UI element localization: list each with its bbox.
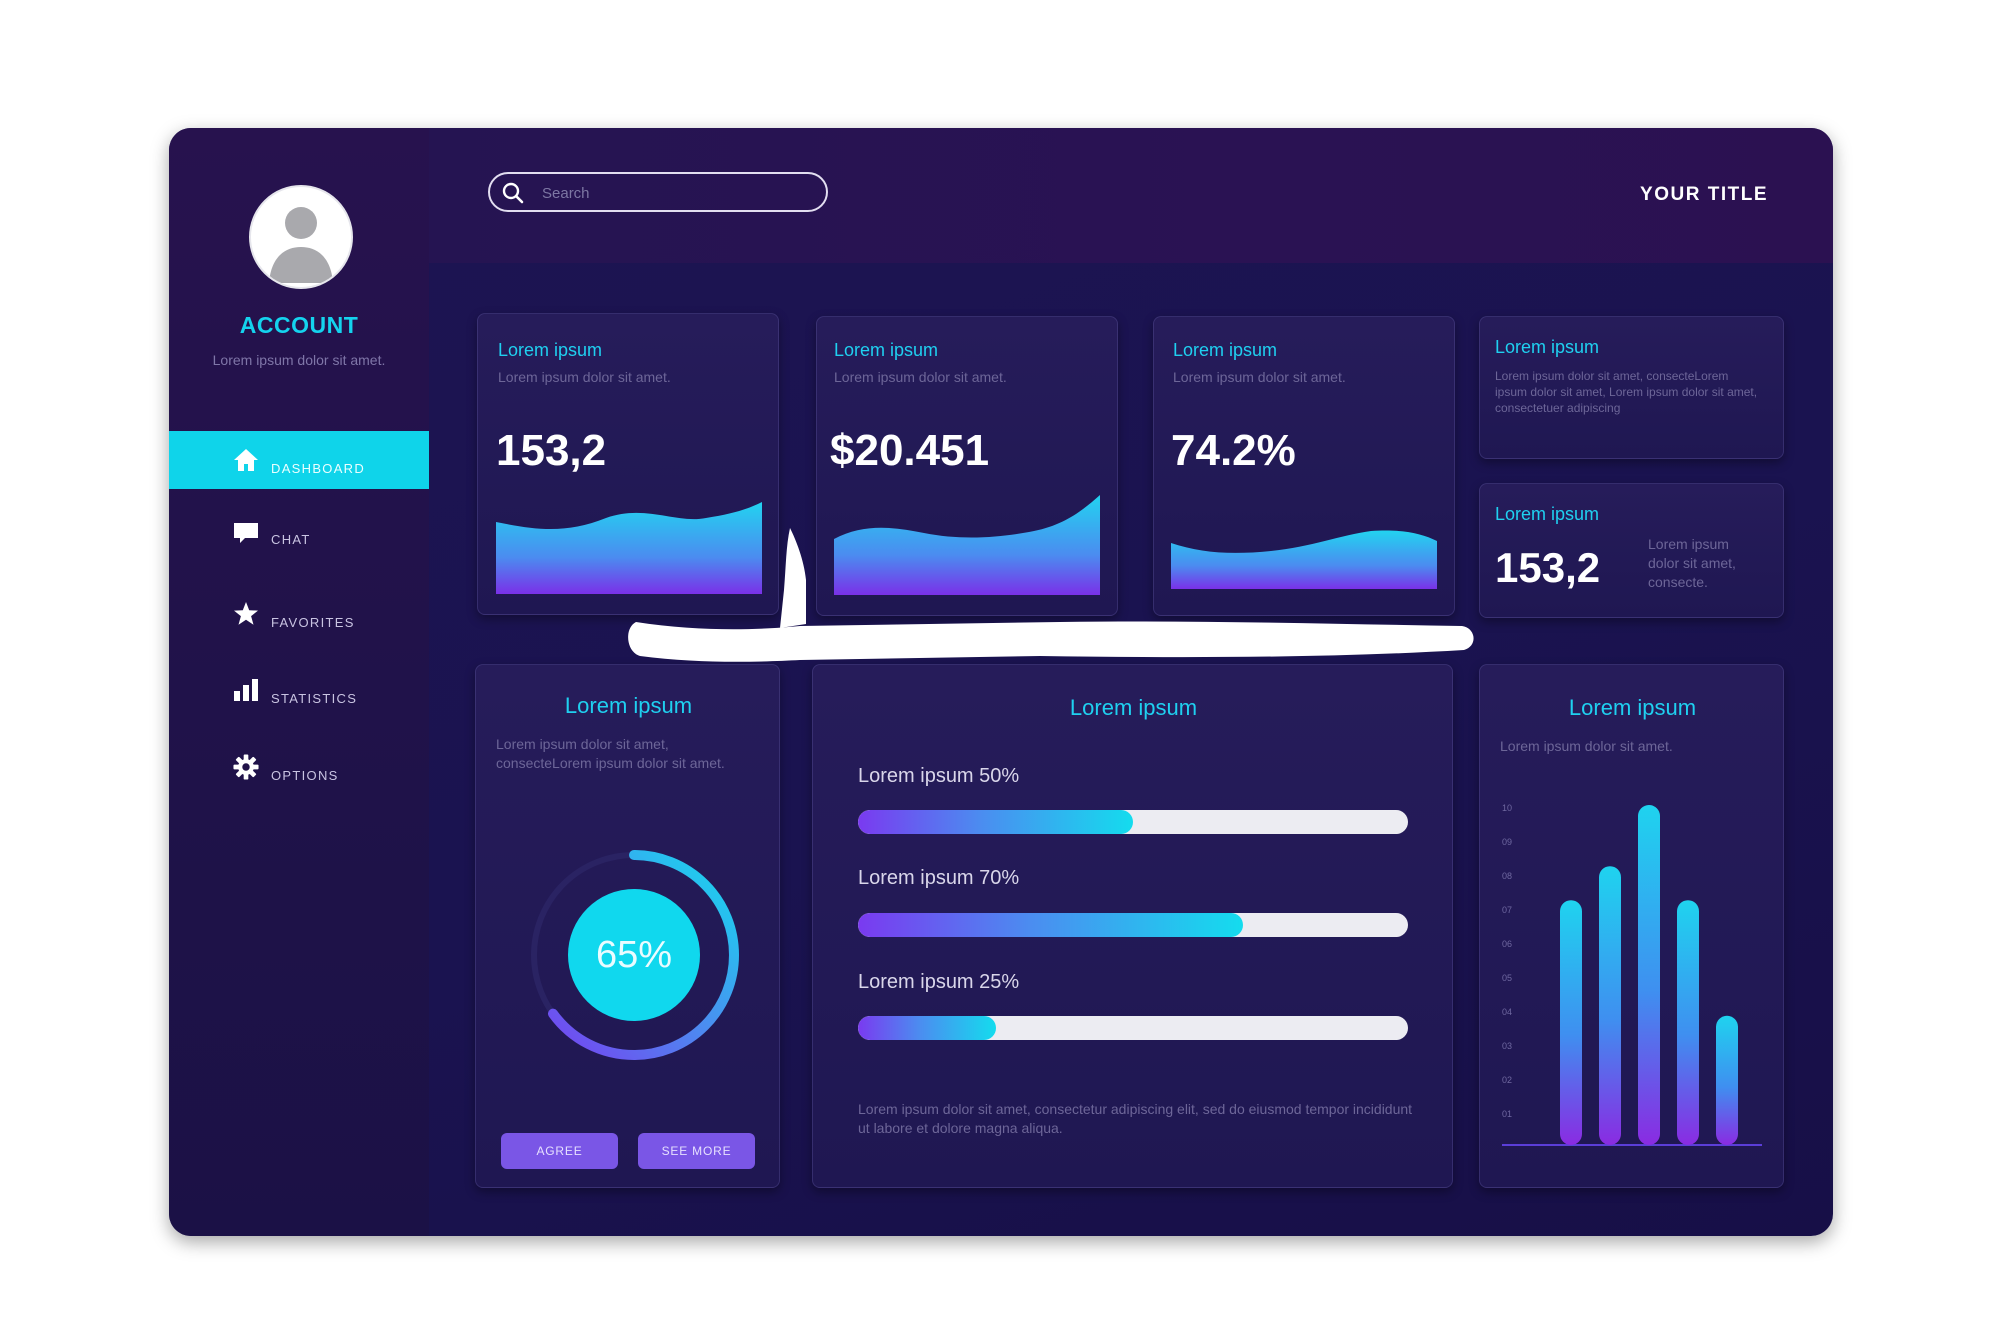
progress-label: Lorem ipsum 70%	[858, 867, 1020, 889]
see-more-button[interactable]: SEE MORE	[638, 1133, 755, 1169]
card-subtitle: Lorem ipsum dolor sit amet.	[498, 369, 671, 385]
stat-value: 74.2%	[1171, 426, 1296, 475]
progress-card: Lorem ipsum Lorem ipsum 50% Lorem ipsum …	[812, 664, 1453, 1188]
bar-chart: 01 02 03 04 05 06 07 08 09 10	[1502, 803, 1762, 1146]
bar	[1677, 900, 1699, 1145]
sidebar-item-favorites[interactable]: FAVORITES	[169, 585, 429, 643]
bar	[1599, 866, 1621, 1145]
y-tick-label: 03	[1502, 1041, 1512, 1051]
search-icon	[502, 182, 524, 204]
card-title: Lorem ipsum	[1495, 337, 1600, 357]
area-series	[1171, 530, 1437, 589]
agree-button[interactable]: AGREE	[501, 1133, 618, 1169]
stat-card: Lorem ipsum Lorem ipsum dolor sit amet. …	[816, 316, 1118, 616]
star-icon	[233, 601, 259, 627]
y-tick-label: 06	[1502, 939, 1512, 949]
card-subtitle: Lorem ipsum dolor sit amet.	[834, 369, 1007, 385]
sidebar-item-statistics[interactable]: STATISTICS	[169, 661, 429, 719]
sidebar: ACCOUNT Lorem ipsum dolor sit amet. DASH…	[169, 128, 429, 1236]
progress-track	[858, 913, 1408, 937]
progress-fill	[858, 913, 1243, 937]
progress-label: Lorem ipsum 25%	[858, 971, 1020, 993]
sidebar-item-label: CHAT	[271, 532, 311, 547]
y-tick-label: 02	[1502, 1075, 1512, 1085]
y-tick-label: 09	[1502, 837, 1512, 847]
donut-chart	[529, 850, 739, 1060]
bar	[1560, 900, 1582, 1145]
bar	[1716, 1015, 1738, 1145]
area-series	[834, 495, 1100, 595]
account-title: ACCOUNT	[239, 312, 359, 338]
card-text: Lorem ipsum dolor sit amet, consecteLore…	[496, 736, 725, 771]
top-bar: YOUR TITLE	[429, 128, 1833, 263]
card-title: Lorem ipsum	[498, 340, 603, 360]
sidebar-item-label: STATISTICS	[271, 691, 358, 706]
y-tick-label: 08	[1502, 871, 1512, 881]
bar	[1638, 805, 1660, 1145]
y-tick-label: 07	[1502, 905, 1512, 915]
area-chart	[1171, 530, 1437, 589]
card-title: Lorem ipsum	[1568, 695, 1697, 720]
account-subtitle: Lorem ipsum dolor sit amet.	[212, 352, 386, 368]
stat-card: Lorem ipsum Lorem ipsum dolor sit amet. …	[1153, 316, 1455, 616]
user-avatar-icon	[269, 207, 333, 283]
sidebar-item-label: FAVORITES	[271, 615, 355, 630]
area-chart	[834, 495, 1100, 595]
donut-card: Lorem ipsum Lorem ipsum dolor sit amet, …	[475, 664, 780, 1188]
sidebar-item-options[interactable]: OPTIONS	[169, 738, 429, 796]
donut-center	[568, 889, 700, 1021]
sidebar-item-label: OPTIONS	[271, 768, 339, 783]
progress-label: Lorem ipsum 50%	[858, 765, 1020, 787]
progress-fill	[858, 1016, 996, 1040]
home-icon	[233, 447, 259, 473]
card-title: Lorem ipsum	[1495, 504, 1600, 524]
search-input[interactable]	[540, 181, 814, 205]
card-title: Lorem ipsum	[834, 340, 939, 360]
stat-value: 153,2	[1495, 544, 1601, 591]
bar-chart-icon	[233, 677, 259, 703]
card-title: Lorem ipsum	[1069, 695, 1198, 720]
bar-chart-card: Lorem ipsum Lorem ipsum dolor sit amet. …	[1479, 664, 1784, 1188]
chat-icon	[233, 519, 259, 545]
area-chart	[496, 502, 762, 594]
progress-fill	[858, 810, 1133, 834]
y-tick-label: 10	[1502, 803, 1512, 813]
card-text: Lorem ipsum dolor sit amet, consecteLore…	[1495, 369, 1758, 415]
stat-value: 153,2	[496, 426, 607, 475]
page-title: YOUR TITLE	[1640, 184, 1768, 205]
y-tick-label: 01	[1502, 1109, 1512, 1119]
sidebar-item-label: DASHBOARD	[271, 461, 366, 476]
search-box[interactable]	[488, 172, 828, 212]
card-subtitle: Lorem ipsum dolor sit amet.	[1173, 369, 1346, 385]
area-series	[496, 502, 762, 594]
sidebar-item-chat[interactable]: CHAT	[169, 503, 429, 561]
card-text: Lorem ipsum dolor sit amet, consecte.	[1648, 536, 1736, 590]
info-card: Lorem ipsum Lorem ipsum dolor sit amet, …	[1479, 316, 1784, 459]
avatar[interactable]	[249, 185, 353, 289]
card-title: Lorem ipsum	[564, 693, 693, 718]
gear-icon	[233, 754, 259, 780]
y-tick-label: 05	[1502, 973, 1512, 983]
donut-value-label: 65%	[595, 933, 673, 976]
progress-track	[858, 810, 1408, 834]
mini-stat-card: Lorem ipsum 153,2 Lorem ipsum dolor sit …	[1479, 483, 1784, 618]
stat-card: Lorem ipsum Lorem ipsum dolor sit amet. …	[477, 313, 779, 615]
card-subtitle: Lorem ipsum dolor sit amet.	[1500, 738, 1673, 754]
dashboard-window: ACCOUNT Lorem ipsum dolor sit amet. DASH…	[169, 128, 1833, 1236]
sidebar-item-dashboard[interactable]: DASHBOARD	[169, 431, 429, 489]
donut-progress-arc	[529, 850, 739, 1060]
card-footer-text: Lorem ipsum dolor sit amet, consectetur …	[858, 1101, 1413, 1136]
stat-value: $20.451	[830, 426, 990, 475]
progress-track	[858, 1016, 1408, 1040]
card-title: Lorem ipsum	[1173, 340, 1278, 360]
y-tick-label: 04	[1502, 1007, 1512, 1017]
